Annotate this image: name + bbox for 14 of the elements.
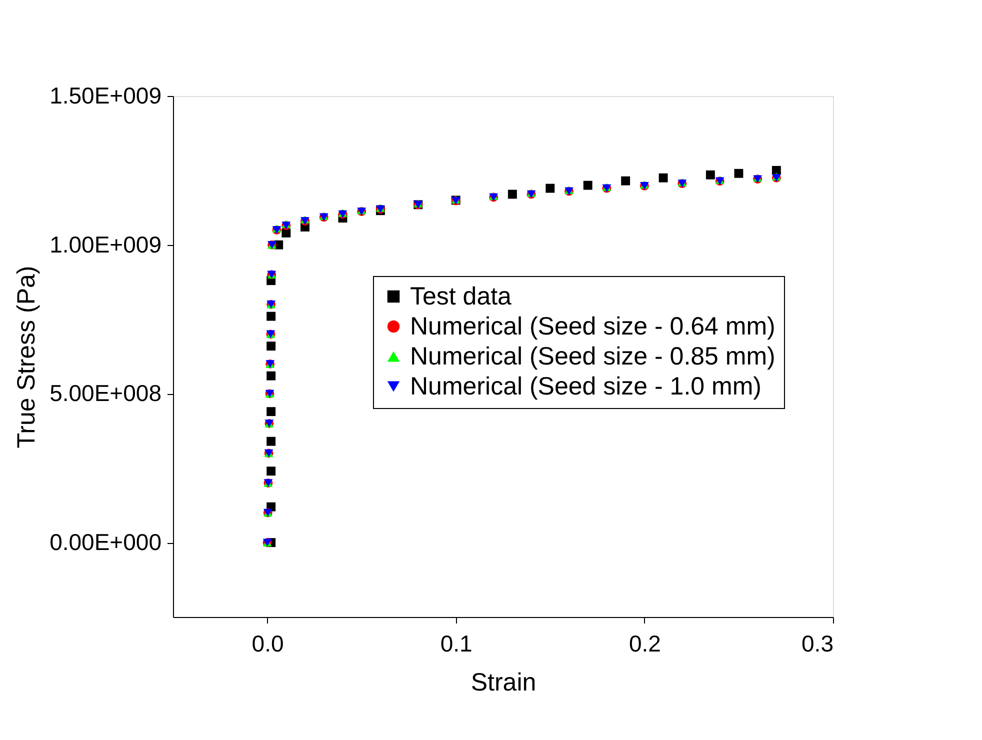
x-tick-label: 0.1	[440, 630, 472, 656]
x-tick-label: 0.2	[628, 630, 661, 656]
legend-label: Numerical (Seed size - 0.64 mm)	[410, 312, 776, 340]
legend-label: Numerical (Seed size - 0.85 mm)	[410, 342, 776, 370]
y-tick-label: 1.50E+009	[50, 82, 162, 108]
y-tick-label: 5.00E+008	[50, 380, 162, 406]
legend-label: Test data	[410, 282, 512, 310]
x-tick-label: 0.3	[802, 630, 834, 656]
legend-label: Numerical (Seed size - 1.0 mm)	[410, 372, 762, 400]
x-axis-title: Strain	[470, 668, 536, 696]
x-tick-label: 0.0	[252, 630, 284, 656]
y-tick-label: 0.00E+000	[50, 529, 162, 556]
y-tick-label: 1.00E+009	[50, 231, 162, 258]
y-axis-title: True Stress (Pa)	[12, 266, 41, 448]
